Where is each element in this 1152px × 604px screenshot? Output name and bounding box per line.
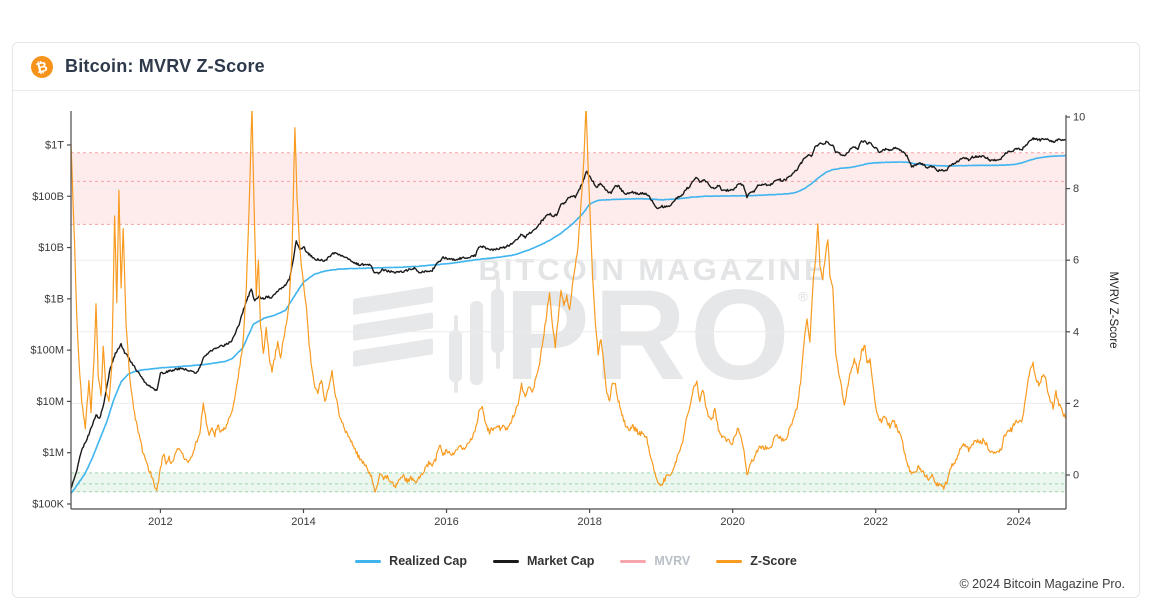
y-left-tick-label: $1M [43, 447, 64, 459]
chart-legend: Realized Cap Market Cap MVRV Z-Score [13, 549, 1139, 573]
series-market-cap[interactable] [71, 137, 1066, 489]
y-left-tick-label: $1B [44, 293, 64, 305]
legend-item-market-cap[interactable]: Market Cap [492, 554, 595, 568]
band-undervalued [71, 472, 1066, 492]
y-left-tick-label: $100B [32, 191, 64, 203]
legend-label: Market Cap [526, 554, 595, 568]
series-z-score[interactable] [71, 106, 1066, 493]
y-left-tick-label: $100K [32, 499, 64, 511]
legend-item-realized-cap[interactable]: Realized Cap [355, 554, 467, 568]
copyright: © 2024 Bitcoin Magazine Pro. [959, 577, 1125, 591]
x-tick-label: 2020 [720, 516, 744, 528]
y-right-tick-label: 8 [1073, 183, 1079, 195]
watermark: BITCOIN MAGAZINE PRO ® [353, 252, 827, 407]
y-left-tick-label: $1T [45, 139, 64, 151]
legend-swatch [716, 559, 743, 563]
legend-item-mvrv[interactable]: MVRV [620, 554, 690, 568]
x-tick-label: 2022 [863, 516, 887, 528]
y-left-tick-label: $100M [30, 345, 64, 357]
x-tick-label: 2012 [148, 516, 172, 528]
legend-swatch [492, 559, 519, 563]
x-tick-label: 2016 [434, 516, 458, 528]
x-tick-label: 2014 [291, 516, 315, 528]
chart-series [71, 106, 1066, 495]
watermark-text-line1: BITCOIN MAGAZINE [478, 252, 827, 287]
legend-label: Z-Score [750, 554, 797, 568]
watermark-registered-mark: ® [798, 289, 808, 304]
legend-label: MVRV [654, 554, 691, 568]
legend-item-z-score[interactable]: Z-Score [716, 554, 797, 568]
bitcoin-magazine-pro-logo-icon [353, 277, 504, 393]
mvrv-zscore-chart[interactable]: BITCOIN MAGAZINE PRO ® $1T $100B $10B $1B $1… [13, 43, 1141, 599]
gridlines [71, 188, 1066, 404]
series-realized-cap[interactable] [71, 154, 1066, 495]
y-right-tick-label: 10 [1073, 112, 1085, 124]
y-right-tick-label: 4 [1073, 326, 1079, 338]
y-right-tick-label: 2 [1073, 398, 1079, 410]
card-header: ₿ Bitcoin: MVRV Z-Score [13, 43, 1139, 91]
y-right-tick-label: 6 [1073, 255, 1079, 267]
right-axis-title: MVRV Z-Score [1107, 271, 1119, 348]
x-tick-label: 2024 [1007, 516, 1031, 528]
y-left-tick-label: $10B [38, 242, 64, 254]
legend-swatch [620, 559, 647, 563]
page-title: Bitcoin: MVRV Z-Score [65, 56, 265, 76]
watermark-text-line2: PRO [504, 264, 793, 407]
chart-card: ₿ Bitcoin: MVRV Z-Score BITCOIN MAGAZINE [12, 42, 1140, 598]
legend-label: Realized Cap [389, 554, 467, 568]
legend-swatch [355, 559, 382, 563]
x-tick-label: 2018 [577, 516, 601, 528]
chart-axes: $1T$100B$10B$1B$100M$10M$1M$100K10864202… [30, 111, 1085, 528]
y-right-tick-label: 0 [1073, 470, 1079, 482]
y-left-tick-label: $10M [36, 396, 64, 408]
bitcoin-logo-icon: ₿ [31, 55, 53, 78]
